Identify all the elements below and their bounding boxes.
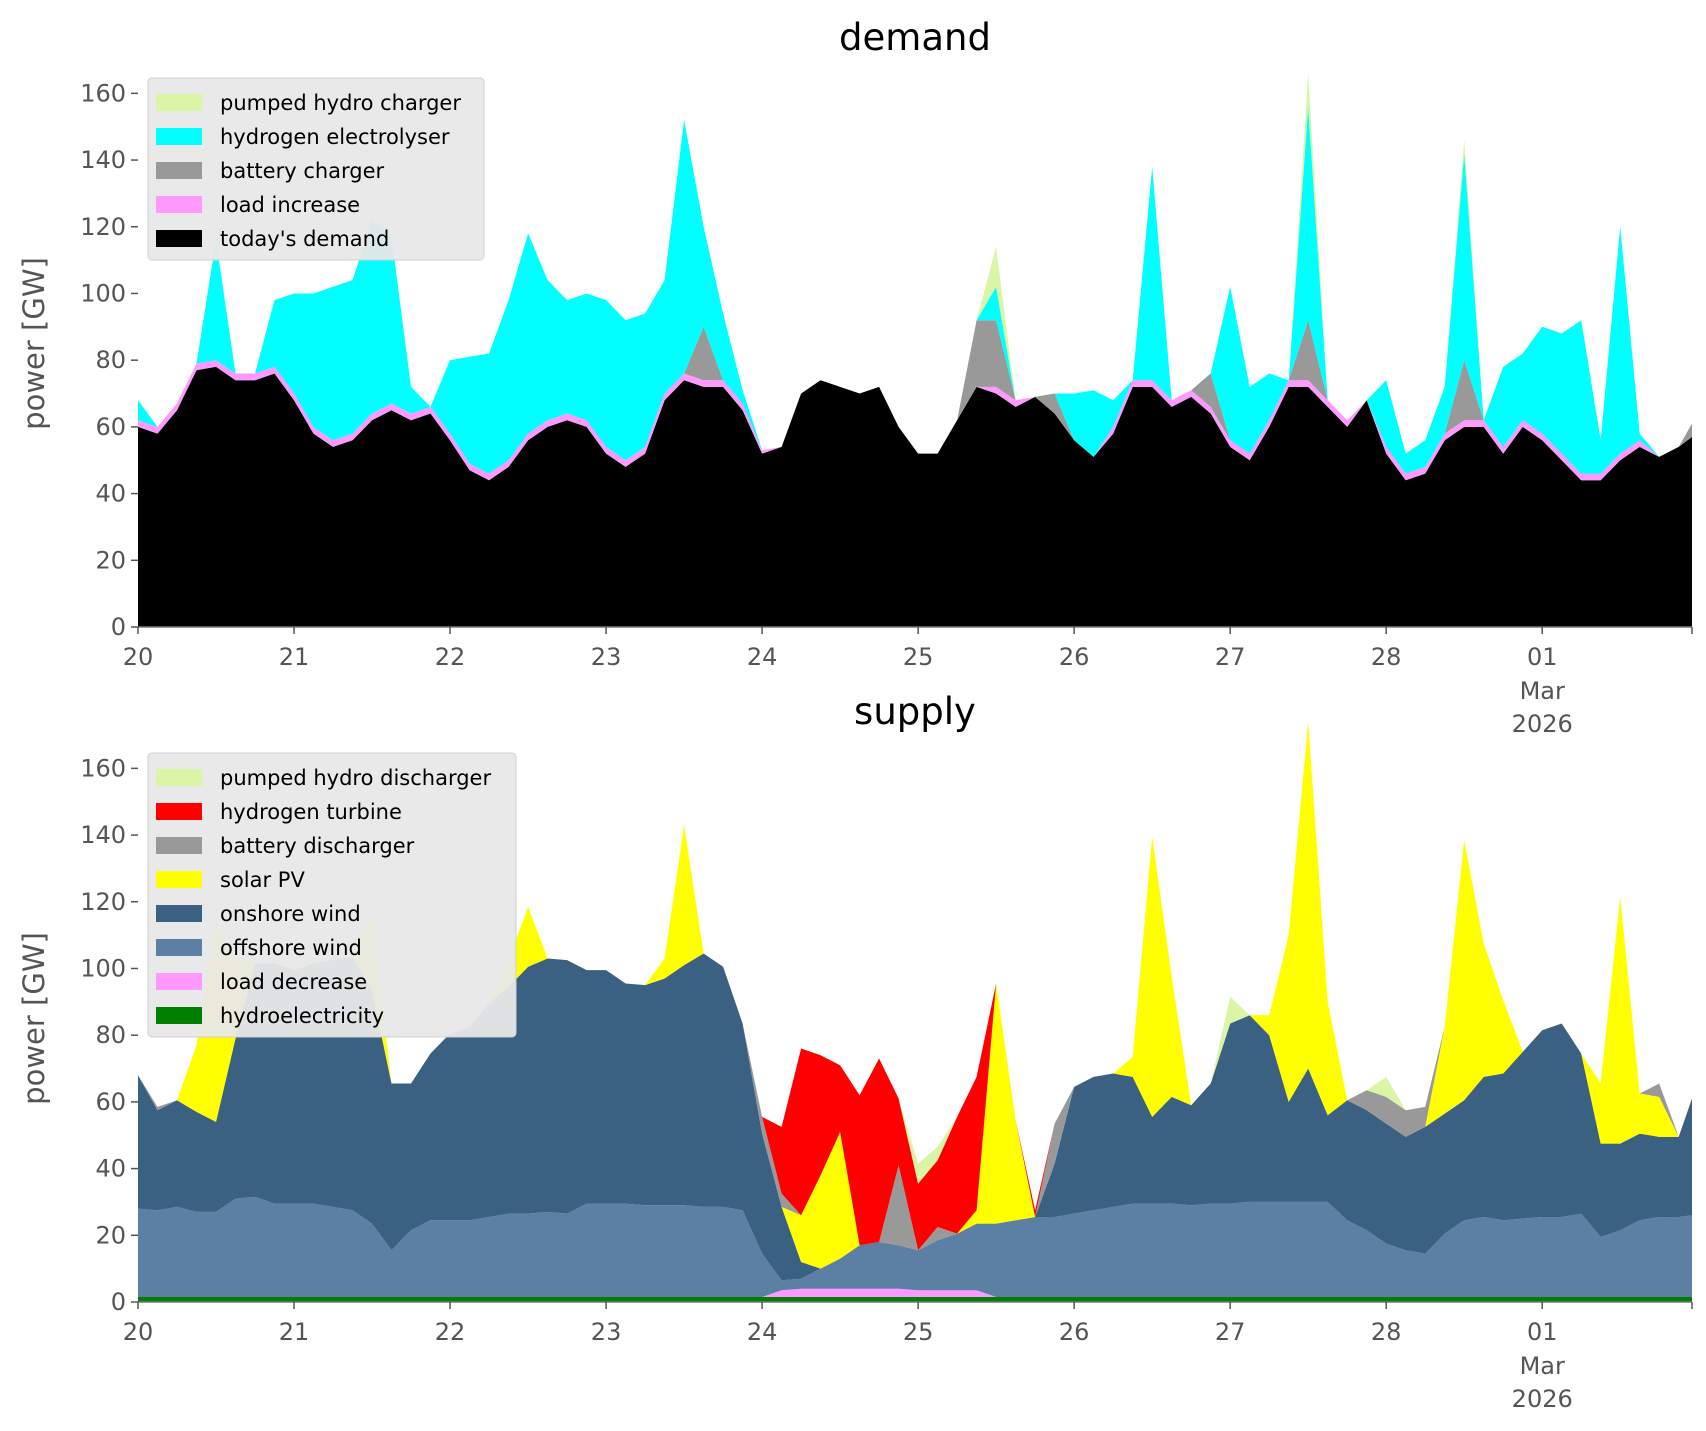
x-tick-label: 21 — [279, 1318, 310, 1346]
y-tick-label: 160 — [80, 79, 126, 107]
x-tick-label: 27 — [1215, 1318, 1246, 1346]
x-tick-label: 20 — [123, 1318, 154, 1346]
y-tick-label: 100 — [80, 279, 126, 307]
legend-swatch — [156, 1007, 202, 1024]
y-tick-label: 60 — [95, 1088, 126, 1116]
y-tick-label: 140 — [80, 821, 126, 849]
legend-swatch — [156, 803, 202, 820]
y-tick-label: 20 — [95, 1221, 126, 1249]
x-tick-sublabel: 2026 — [1512, 710, 1573, 738]
x-tick-sublabel: Mar — [1520, 1352, 1565, 1380]
area-today-s-demand — [138, 366, 1692, 627]
x-tick-label: 27 — [1215, 643, 1246, 671]
legend-label: hydroelectricity — [220, 1004, 384, 1028]
supply-areas — [138, 721, 1692, 1302]
legend-swatch — [156, 939, 202, 956]
x-tick-label: 28 — [1371, 1318, 1402, 1346]
x-tick-label: 24 — [747, 1318, 778, 1346]
y-tick-label: 60 — [95, 413, 126, 441]
y-tick-label: 160 — [80, 754, 126, 782]
legend-swatch — [156, 162, 202, 179]
legend-label: load increase — [220, 193, 360, 217]
supply-title: supply — [854, 690, 976, 733]
supply-y-axis-label: power [GW] — [17, 932, 51, 1105]
x-tick-label: 21 — [279, 643, 310, 671]
y-tick-label: 0 — [111, 1288, 126, 1316]
area-solar-pv — [138, 721, 1692, 1269]
y-tick-label: 40 — [95, 1155, 126, 1183]
x-tick-label: 25 — [903, 1318, 934, 1346]
area-hydrogen-electrolyser — [138, 106, 1692, 474]
x-tick-label: 23 — [591, 643, 622, 671]
area-hydroelectricity — [138, 1297, 1692, 1302]
legend-swatch — [156, 905, 202, 922]
y-tick-label: 100 — [80, 954, 126, 982]
legend-swatch — [156, 230, 202, 247]
legend-label: offshore wind — [220, 936, 362, 960]
y-tick-label: 40 — [95, 480, 126, 508]
x-tick-label: 25 — [903, 643, 934, 671]
y-tick-label: 80 — [95, 1021, 126, 1049]
legend-swatch — [156, 94, 202, 111]
legend-swatch — [156, 128, 202, 145]
x-tick-label: 22 — [435, 643, 466, 671]
legend-box — [147, 752, 517, 1038]
y-tick-label: 120 — [80, 888, 126, 916]
area-load-decrease — [138, 1288, 1692, 1297]
y-tick-label: 80 — [95, 346, 126, 374]
legend-swatch — [156, 837, 202, 854]
area-pumped-hydro-charger — [138, 73, 1692, 457]
legend-label: load decrease — [220, 970, 367, 994]
demand-title: demand — [839, 16, 991, 59]
demand-areas — [138, 73, 1692, 627]
area-offshore-wind — [138, 1196, 1692, 1297]
y-tick-label: 140 — [80, 146, 126, 174]
x-tick-sublabel: 2026 — [1512, 1385, 1573, 1413]
legend-label: pumped hydro charger — [220, 91, 461, 115]
area-onshore-wind — [138, 953, 1692, 1281]
y-tick-label: 20 — [95, 546, 126, 574]
legend-label: pumped hydro discharger — [220, 766, 491, 790]
legend-label: battery discharger — [220, 834, 415, 858]
x-tick-sublabel: Mar — [1520, 677, 1565, 705]
area-battery-charger — [138, 320, 1692, 474]
legend-swatch — [156, 196, 202, 213]
y-tick-label: 0 — [111, 613, 126, 641]
x-tick-label: 23 — [591, 1318, 622, 1346]
legend-swatch — [156, 871, 202, 888]
legend-label: solar PV — [220, 868, 305, 892]
x-tick-label: 20 — [123, 643, 154, 671]
x-tick-label: 28 — [1371, 643, 1402, 671]
x-tick-label: 01 — [1527, 1318, 1558, 1346]
y-tick-label: 120 — [80, 213, 126, 241]
x-tick-label: 22 — [435, 1318, 466, 1346]
x-tick-label: 24 — [747, 643, 778, 671]
legend-label: hydrogen electrolyser — [220, 125, 450, 149]
demand-y-axis-label: power [GW] — [17, 257, 51, 430]
legend-label: today's demand — [220, 227, 389, 251]
legend-swatch — [156, 973, 202, 990]
legend-swatch — [156, 769, 202, 786]
x-tick-label: 26 — [1059, 643, 1090, 671]
legend-label: battery charger — [220, 159, 385, 183]
demand-legend: pumped hydro charger hydrogen electrolyse… — [147, 77, 485, 261]
legend-box — [147, 77, 485, 261]
supply-legend: pumped hydro discharger hydrogen turbine b… — [147, 752, 517, 1038]
legend-label: hydrogen turbine — [220, 800, 402, 824]
x-tick-label: 26 — [1059, 1318, 1090, 1346]
legend-label: onshore wind — [220, 902, 361, 926]
x-tick-label: 01 — [1527, 643, 1558, 671]
